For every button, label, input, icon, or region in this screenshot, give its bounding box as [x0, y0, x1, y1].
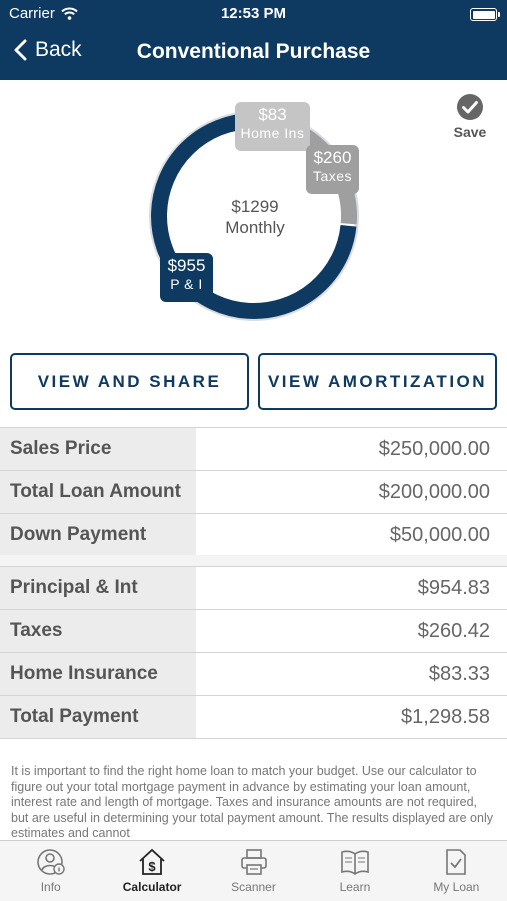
- row-value: $83.33: [428, 662, 490, 685]
- loan-details-table: Sales Price $250,000.00 Total Loan Amoun…: [0, 427, 507, 557]
- save-label: Save: [453, 124, 487, 140]
- book-icon: [341, 850, 369, 875]
- chevron-left-icon: [14, 39, 27, 61]
- table-row: Total Payment $1,298.58: [0, 696, 507, 739]
- tab-my-loan[interactable]: My Loan: [406, 841, 507, 901]
- battery-icon: [470, 8, 500, 21]
- disclaimer-text: It is important to find the right home l…: [11, 764, 493, 840]
- table-row: Principal & Int $954.83: [0, 567, 507, 610]
- row-value: $260.42: [417, 619, 490, 642]
- principal-interest-label: P & I: [170, 276, 203, 292]
- app-header: Carrier 12:53 PM Back Conventional Purch…: [0, 0, 507, 80]
- status-bar: Carrier 12:53 PM: [0, 0, 507, 28]
- row-label: Total Payment: [0, 696, 196, 738]
- svg-text:$: $: [148, 859, 156, 874]
- tab-calculator[interactable]: $ Calculator: [101, 841, 202, 901]
- tab-bar: Info $ Calculator Scanner Learn: [0, 840, 507, 901]
- calculator-house-icon: $: [139, 848, 165, 875]
- table-row: Home Insurance $83.33: [0, 653, 507, 696]
- monthly-total: $1299 Monthly: [205, 196, 305, 238]
- row-label: Total Loan Amount: [0, 471, 196, 513]
- table-row: Taxes $260.42: [0, 610, 507, 653]
- row-label: Taxes: [0, 610, 196, 652]
- back-button[interactable]: Back: [14, 38, 82, 62]
- row-label: Sales Price: [0, 428, 196, 470]
- row-value: $250,000.00: [378, 437, 490, 460]
- home-ins-amount: $83: [258, 105, 287, 124]
- row-label: Down Payment: [0, 514, 196, 556]
- principal-interest-amount: $955: [167, 256, 206, 275]
- tab-label: My Loan: [433, 880, 480, 894]
- section-divider: [0, 555, 507, 566]
- table-row: Down Payment $50,000.00: [0, 514, 507, 557]
- row-value: $50,000.00: [389, 523, 490, 546]
- tab-scanner[interactable]: Scanner: [203, 841, 304, 901]
- save-button[interactable]: Save: [449, 93, 491, 140]
- tab-info[interactable]: Info: [0, 841, 101, 901]
- monthly-label: Monthly: [225, 218, 285, 237]
- home-ins-tag: $83 Home Ins: [235, 102, 310, 151]
- row-value: $200,000.00: [378, 480, 490, 503]
- taxes-tag: $260 Taxes: [306, 145, 359, 194]
- navigation-bar: Back Conventional Purchase: [0, 28, 507, 80]
- wifi-icon: [61, 7, 78, 20]
- monthly-amount: $1299: [231, 197, 279, 216]
- home-ins-label: Home Ins: [240, 125, 305, 141]
- row-label: Home Insurance: [0, 653, 196, 695]
- tab-label: Info: [40, 880, 61, 894]
- tab-label: Learn: [339, 880, 371, 894]
- taxes-amount: $260: [313, 148, 352, 167]
- printer-icon: [240, 849, 267, 875]
- carrier-label: Carrier: [9, 5, 55, 22]
- tab-learn[interactable]: Learn: [304, 841, 405, 901]
- principal-interest-tag: $955 P & I: [160, 253, 213, 302]
- view-and-share-button[interactable]: VIEW AND SHARE: [10, 353, 249, 410]
- clock: 12:53 PM: [220, 5, 287, 22]
- payment-details-table: Principal & Int $954.83 Taxes $260.42 Ho…: [0, 566, 507, 739]
- row-value: $954.83: [417, 576, 490, 599]
- check-circle-icon: [457, 94, 483, 120]
- page-title: Conventional Purchase: [136, 40, 371, 63]
- table-row: Sales Price $250,000.00: [0, 428, 507, 471]
- back-label: Back: [35, 38, 82, 61]
- view-amortization-button[interactable]: VIEW AMORTIZATION: [258, 353, 497, 410]
- row-label: Principal & Int: [0, 567, 196, 609]
- document-check-icon: [446, 849, 467, 875]
- row-value: $1,298.58: [401, 705, 490, 728]
- table-row: Total Loan Amount $200,000.00: [0, 471, 507, 514]
- info-person-icon: [36, 849, 65, 875]
- carrier-indicator: Carrier: [9, 5, 78, 22]
- tab-label: Scanner: [231, 880, 276, 894]
- tab-label: Calculator: [122, 880, 182, 894]
- taxes-label: Taxes: [312, 168, 353, 184]
